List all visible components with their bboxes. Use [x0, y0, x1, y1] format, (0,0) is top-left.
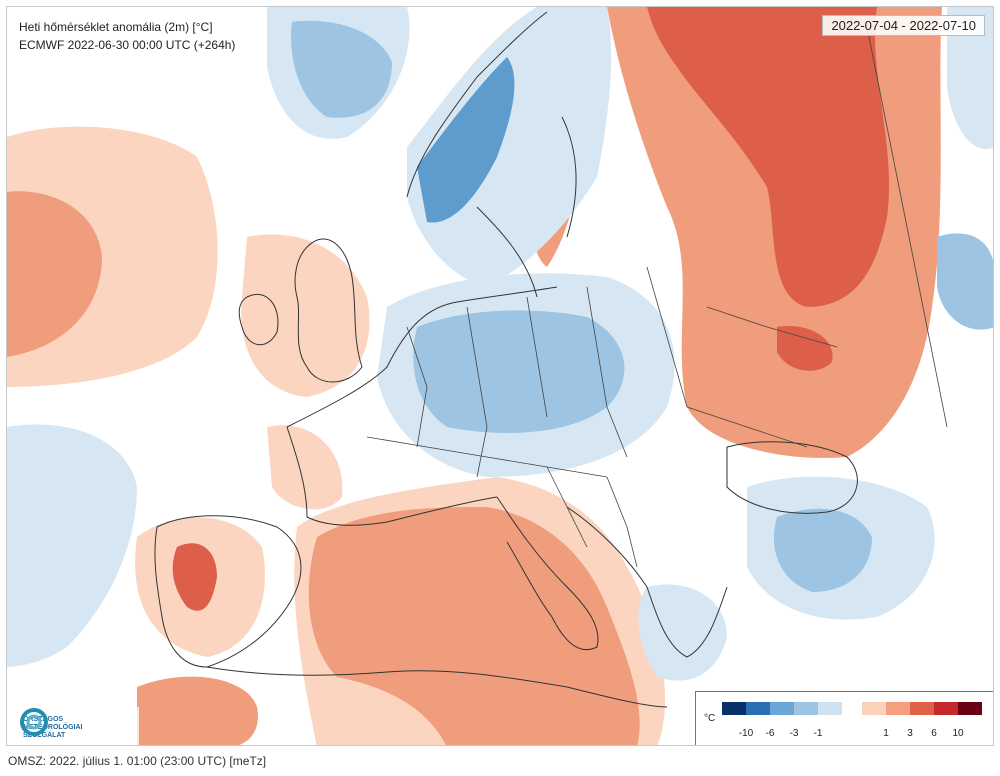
cool-area-turkey-core: [773, 508, 872, 592]
legend-warm-tick-label: 1: [883, 728, 889, 739]
warm-area-ukraine-spot: [777, 326, 833, 371]
legend-warm-swatch: [886, 702, 910, 715]
legend-cool-swatch: [770, 702, 794, 715]
warm-area-portugal: [172, 543, 217, 611]
legend-warm-swatch: [958, 702, 982, 715]
cool-anomaly-areas: [7, 7, 993, 681]
cool-area-scandinavia: [407, 7, 612, 287]
legend-cool-swatch: [746, 702, 770, 715]
legend-cool-tick-label: -1: [813, 728, 823, 739]
legend-cool-swatch: [722, 702, 746, 715]
scandinavia-coast: [406, 11, 577, 298]
logo-line-3: SZOLGÁLAT: [23, 732, 66, 739]
legend-warm-swatch: [910, 702, 934, 715]
map-title: Heti hőmérséklet anomália (2m) [°C]: [19, 20, 213, 34]
uk-coast: [294, 238, 363, 383]
model-run-label: ECMWF 2022-06-30 00:00 UTC (+264h): [19, 38, 236, 52]
iberia-coast: [154, 515, 302, 668]
italy-coast: [496, 496, 599, 651]
warm-area-north-africa: [137, 676, 258, 745]
footer-timestamp: OMSZ: 2022. július 1. 01:00 (23:00 UTC) …: [8, 754, 267, 768]
legend-warm-tick-label: 6: [931, 728, 937, 739]
legend-warm-tick-label: 10: [952, 728, 964, 739]
cool-area-caspian: [937, 233, 993, 330]
legend-warm-tick-label: 3: [907, 728, 913, 739]
north-africa-coast: [206, 666, 668, 708]
omsz-logo: ORSZÁGOS METEOROLÓGIAI SZOLGÁLAT: [19, 707, 139, 745]
color-legend: °C -10 -6 -3 -1 1 3 6 10: [695, 691, 993, 745]
date-range-label: 2022-07-04 - 2022-07-10: [822, 15, 985, 36]
coastlines: [154, 11, 858, 708]
logo-line-1: ORSZÁGOS: [23, 716, 64, 723]
mainland-coast: [286, 286, 558, 526]
logo-text: ORSZÁGOS METEOROLÓGIAI SZOLGÁLAT: [23, 716, 83, 740]
warm-area-russia-core: [647, 7, 890, 307]
map-canvas: [7, 7, 993, 745]
warm-area-uk: [241, 234, 370, 397]
country-borders: [366, 26, 948, 568]
legend-unit: °C: [704, 713, 716, 724]
cool-area-northeast: [947, 7, 993, 149]
anomaly-map: Heti hőmérséklet anomália (2m) [°C] ECMW…: [6, 6, 994, 746]
legend-cool-tick-label: -10: [738, 728, 754, 739]
map-title-box: Heti hőmérséklet anomália (2m) [°C] ECMW…: [13, 15, 242, 58]
legend-cool-tick-label: -3: [789, 728, 799, 739]
legend-warm-swatch: [862, 702, 886, 715]
legend-cool-swatch: [818, 702, 842, 715]
warm-area-france-south: [267, 425, 343, 510]
legend-cool-swatch: [794, 702, 818, 715]
cool-area-north-atlantic-mid: [291, 20, 392, 118]
cool-area-central-core: [413, 310, 625, 433]
cool-area-aegean: [638, 584, 727, 681]
legend-cool-tick-label: -6: [765, 728, 775, 739]
cool-area-norway-core: [417, 57, 515, 223]
balkan-coast: [566, 506, 728, 658]
ireland-coast: [238, 294, 279, 345]
cool-area-atlantic-southwest: [7, 424, 137, 667]
logo-swirl-icon: [20, 708, 48, 736]
warm-area-atlantic-core: [7, 191, 102, 357]
black-sea-coast: [726, 441, 858, 514]
legend-warm-swatch: [934, 702, 958, 715]
logo-line-2: METEOROLÓGIAI: [23, 724, 83, 731]
